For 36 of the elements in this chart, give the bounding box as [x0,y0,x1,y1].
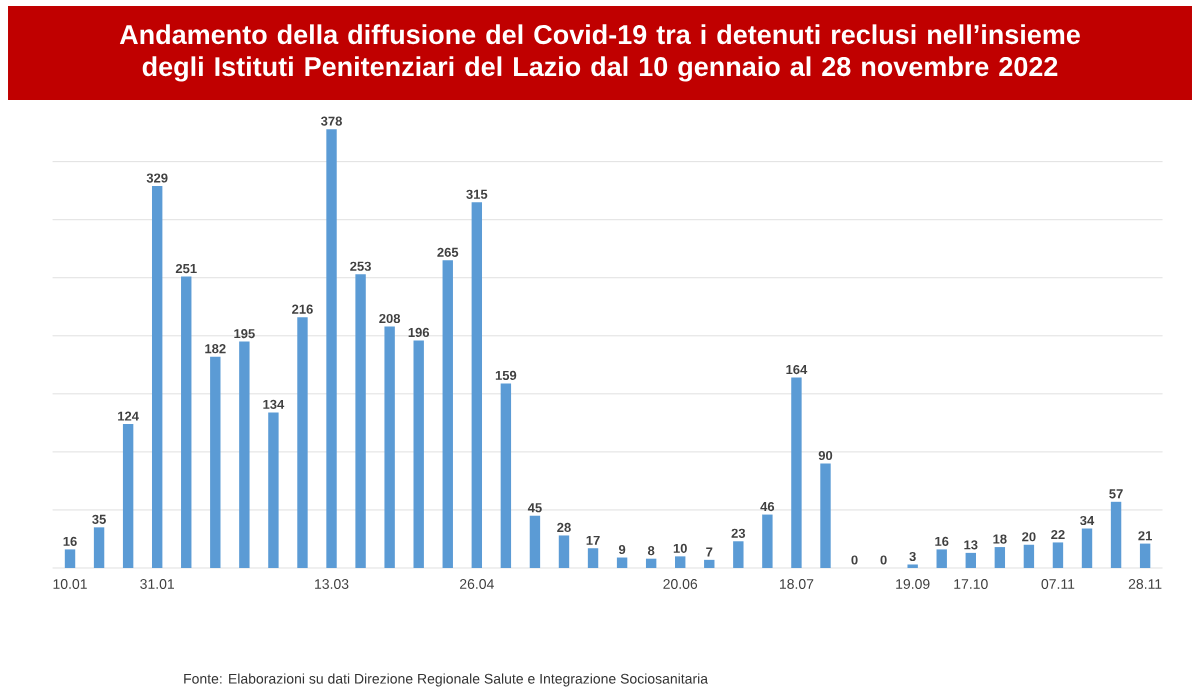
bar [965,552,976,568]
bar [1081,528,1093,568]
bar [181,276,192,568]
bar [645,558,657,568]
bar [239,341,250,568]
bar [64,549,76,568]
bar [1052,542,1064,568]
bar [558,535,570,568]
bar [791,377,802,568]
bar [210,356,221,568]
bar [936,549,947,568]
bar [471,202,483,568]
bar [762,514,773,568]
bar [587,548,599,568]
bar [500,383,512,568]
bar [326,129,337,568]
bar [442,260,453,568]
bar [122,424,134,568]
chart-title: Andamento della diffusione del Covid-19 tra i detenuti reclusi nell’insieme degli Istituti Penitenziari del Lazio dal 10 gennaio al 28 novembre 2022 [119,24,1080,82]
bar [384,326,395,568]
bar [675,556,686,568]
bar [413,340,424,568]
bar [297,317,308,568]
bar [820,463,831,568]
bar [616,557,628,568]
bar [268,412,279,568]
bar [151,186,163,568]
bar [704,559,715,568]
bar [1110,501,1122,568]
bar [355,274,366,568]
bar [1023,544,1035,568]
bar [1139,543,1151,568]
bar [994,547,1006,568]
bar [733,541,744,568]
bar [529,515,541,568]
bar [93,527,105,568]
